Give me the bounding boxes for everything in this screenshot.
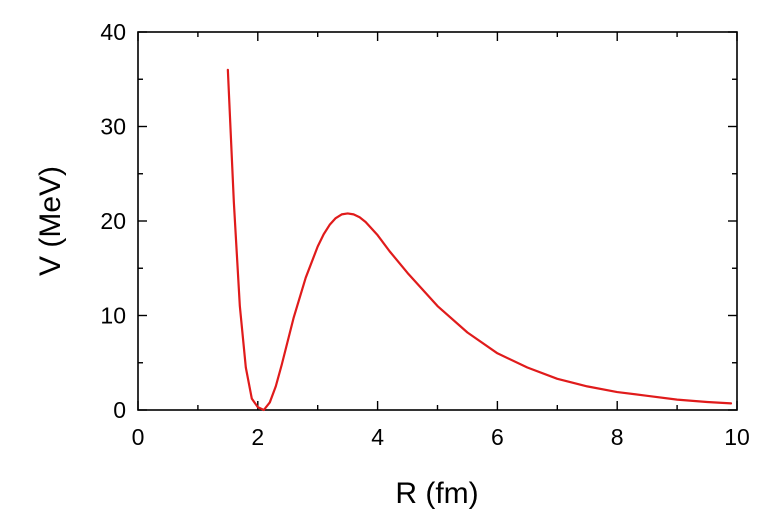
y-tick-label: 30 (100, 114, 126, 140)
x-tick-label: 4 (371, 424, 384, 450)
x-tick-label: 8 (611, 424, 624, 450)
x-tick-label: 0 (132, 424, 145, 450)
y-tick-labels: 0 10 20 30 40 (100, 19, 126, 423)
x-tick-labels: 0 2 4 6 8 10 (132, 424, 750, 450)
y-tick-label: 20 (100, 208, 126, 234)
y-tick-label: 40 (100, 19, 126, 45)
y-tick-label: 10 (100, 303, 126, 329)
y-tick-label: 0 (113, 397, 126, 423)
x-tick-label: 10 (724, 424, 750, 450)
x-axis-title: R (fm) (395, 477, 478, 510)
tick-marks (137, 31, 738, 411)
potential-curve (226, 68, 733, 412)
x-tick-label: 6 (491, 424, 504, 450)
y-axis-title: V (MeV) (34, 166, 67, 276)
x-tick-label: 2 (251, 424, 264, 450)
